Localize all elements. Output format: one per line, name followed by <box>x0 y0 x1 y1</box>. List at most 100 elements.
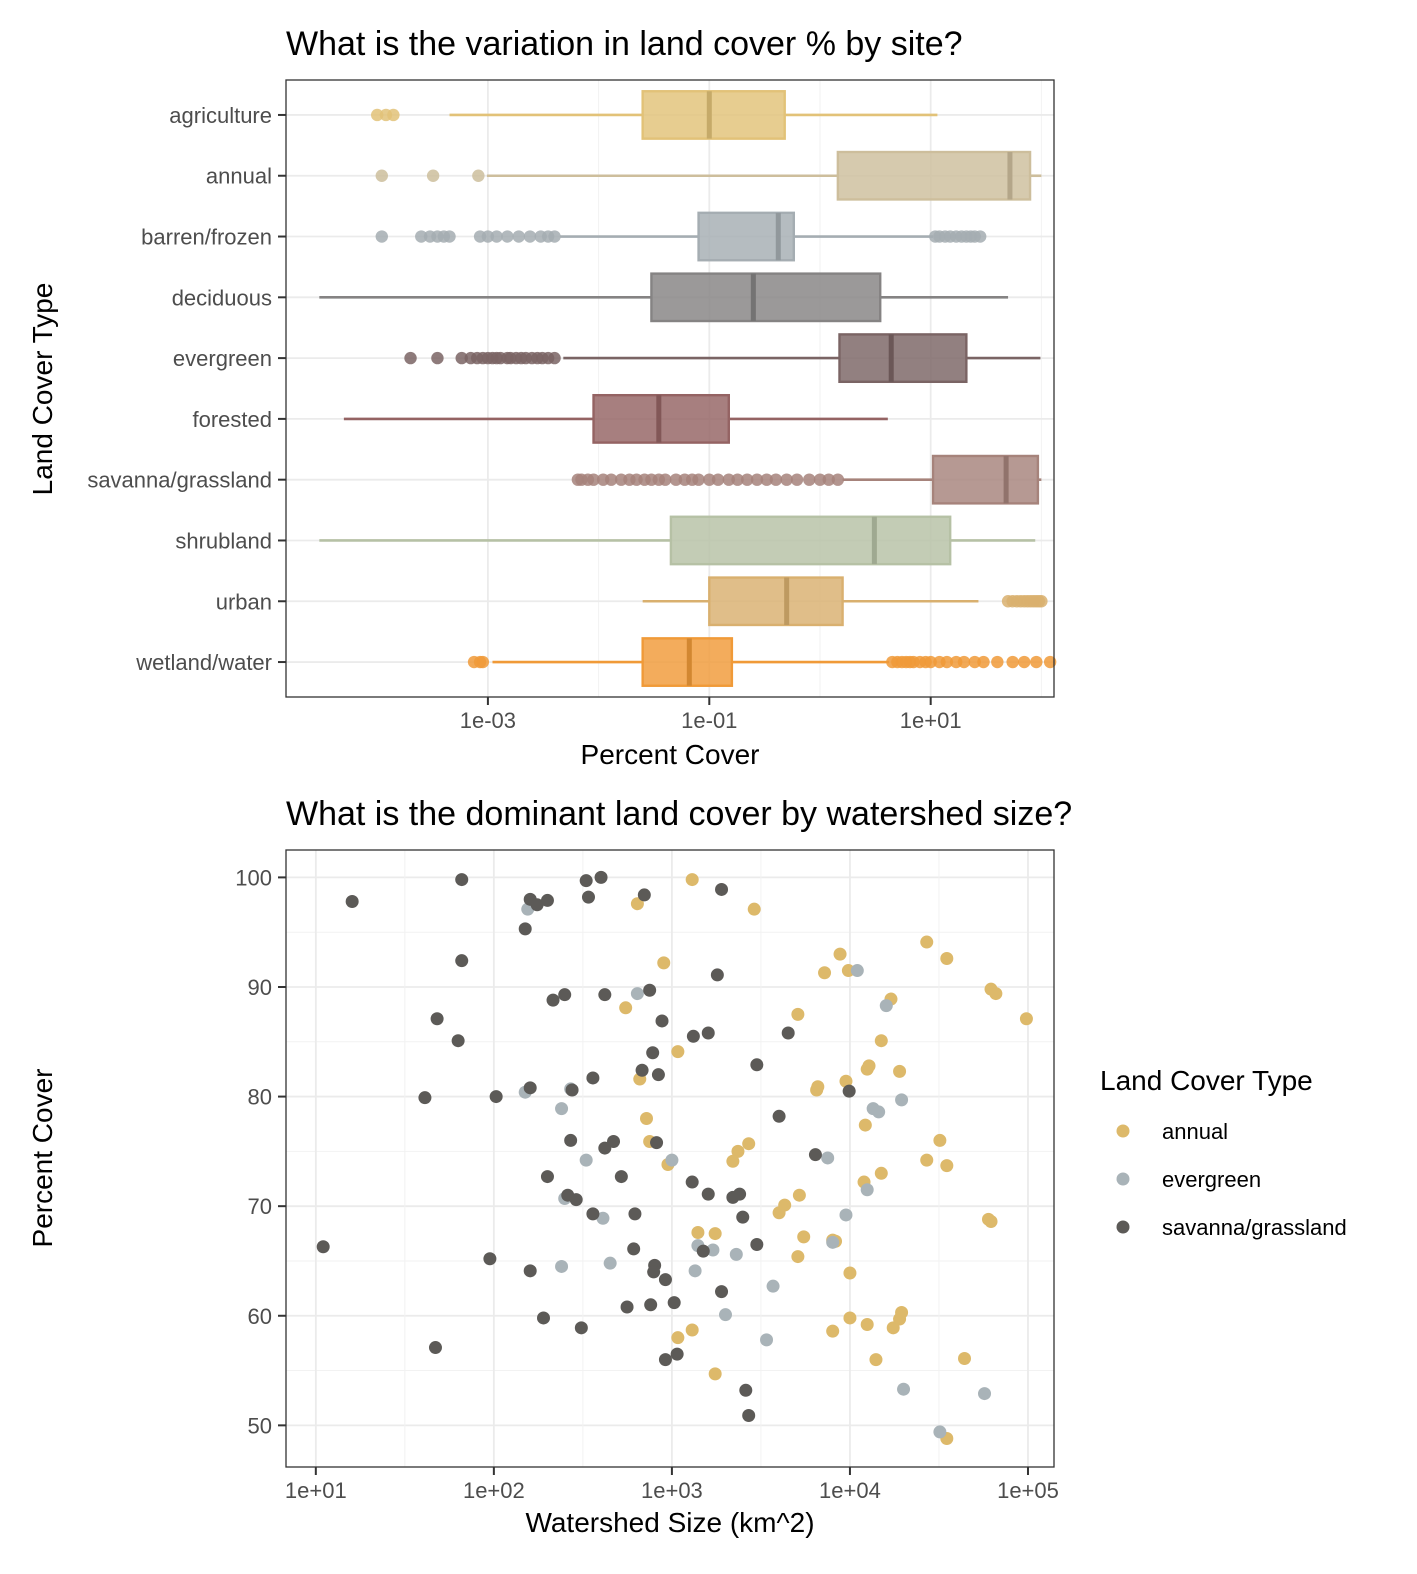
scatter-point <box>536 1311 550 1325</box>
scatter-point <box>430 1012 444 1026</box>
boxplot-x-tick-label: 1e-01 <box>681 708 737 733</box>
scatter-x-tick-label: 1e+05 <box>997 1478 1059 1503</box>
box-outlier <box>924 655 937 669</box>
legend-label: evergreen <box>1162 1167 1261 1192</box>
box-outlier <box>1043 655 1057 669</box>
box-outlier <box>703 473 716 486</box>
scatter-point <box>627 1242 641 1256</box>
scatter-point <box>833 947 847 961</box>
scatter-point <box>920 935 934 949</box>
scatter-point <box>483 1252 497 1266</box>
legend-item: savanna/grassland <box>1116 1215 1347 1240</box>
box-outlier <box>957 655 971 669</box>
scatter-point <box>685 1323 699 1337</box>
boxplot-y-tick-label: barren/frozen <box>141 225 272 250</box>
scatter-point <box>619 1001 633 1015</box>
box-outlier <box>431 351 444 365</box>
scatter-point <box>671 1331 685 1345</box>
scatter-point <box>821 1151 835 1165</box>
scatter-point <box>455 873 469 887</box>
boxplot-y-tick-label: deciduous <box>172 285 272 310</box>
box-body <box>650 272 882 323</box>
scatter-point <box>555 1102 569 1116</box>
scatter-point <box>750 1058 764 1072</box>
scatter-point <box>628 1207 642 1221</box>
boxplot-y-tick-label: urban <box>216 589 272 614</box>
legend: Land Cover Type annual evergreen savanna/g… <box>1100 1065 1347 1240</box>
box-outlier <box>750 473 764 486</box>
box-outlier <box>968 655 981 669</box>
scatter-point <box>701 1187 715 1201</box>
scatter-point <box>530 898 544 912</box>
box-outlier <box>1006 655 1019 669</box>
scatter-point <box>555 1259 569 1273</box>
scatter-y-tick-label: 80 <box>248 1085 272 1110</box>
scatter-point <box>586 1071 600 1085</box>
box-outlier <box>991 655 1004 669</box>
scatter-point <box>860 1318 874 1332</box>
scatter-point <box>760 1333 774 1347</box>
scatter-point <box>635 1063 649 1077</box>
scatter-point <box>739 1383 753 1397</box>
boxplot-x-tick-label: 1e+01 <box>900 708 962 733</box>
scatter-y-tick-label: 100 <box>235 865 272 890</box>
series-savanna-grassland <box>316 870 856 1422</box>
scatter-point <box>691 1225 705 1239</box>
scatter-point <box>596 1211 610 1225</box>
box-outlier <box>587 473 600 486</box>
boxplot-marks <box>319 90 1057 687</box>
scatter-point <box>630 897 644 911</box>
scatter-y-tick-label: 60 <box>248 1304 272 1329</box>
scatter-point <box>518 922 532 936</box>
scatter-point <box>726 1154 740 1168</box>
scatter-point <box>418 1091 432 1105</box>
scatter-point <box>874 1034 888 1048</box>
scatter-point <box>858 1118 872 1132</box>
box-urban <box>642 576 1048 627</box>
boxplot-chart: What is the variation in land cover % by… <box>27 25 1057 770</box>
scatter-point <box>650 1136 664 1150</box>
box-outlier <box>822 473 835 486</box>
scatter-point <box>685 1175 699 1189</box>
scatter-point <box>665 1153 679 1167</box>
scatter-title: What is the dominant land cover by water… <box>286 795 1072 833</box>
box-outlier <box>548 230 561 243</box>
boxplot-y-tick-label: savanna/grassland <box>87 468 272 493</box>
box-outlier <box>605 473 618 486</box>
scatter-axes: 50 60 70 80 90 100 1e+01 1e+02 1e+03 1e+04 1e+05 <box>235 865 1059 1503</box>
box-outlier <box>790 473 804 486</box>
scatter-point <box>644 1298 658 1312</box>
scatter-x-axis-title: Watershed Size (km^2) <box>525 1507 814 1538</box>
scatter-point <box>579 1153 593 1167</box>
box-outlier <box>375 230 388 243</box>
scatter-y-tick-label: 70 <box>248 1194 272 1219</box>
legend-key <box>1116 1220 1130 1234</box>
box-outlier <box>426 169 440 182</box>
scatter-point <box>747 902 761 916</box>
scatter-point <box>345 895 359 909</box>
legend-items: annual evergreen savanna/grassland <box>1116 1119 1347 1240</box>
scatter-point <box>579 874 593 888</box>
box-outlier <box>669 473 683 486</box>
box-outlier <box>741 473 754 486</box>
scatter-y-tick-label: 50 <box>248 1413 272 1438</box>
box-evergreen <box>404 333 1041 384</box>
legend-key <box>1116 1124 1130 1138</box>
scatter-point <box>455 954 469 968</box>
scatter-point <box>540 1170 554 1184</box>
box-outlier <box>371 108 384 122</box>
box-outlier <box>387 108 400 122</box>
box-outlier <box>523 230 537 243</box>
scatter-point <box>1019 1012 1033 1026</box>
scatter-point <box>598 988 612 1002</box>
scatter-point <box>540 893 554 907</box>
scatter-point <box>316 1240 330 1254</box>
scatter-point <box>772 1206 786 1220</box>
box-outlier <box>977 655 990 669</box>
scatter-point <box>933 1425 947 1439</box>
scatter-points <box>316 870 1033 1446</box>
scatter-point <box>850 964 864 978</box>
scatter-point <box>893 1064 907 1078</box>
legend-key <box>1116 1172 1130 1186</box>
scatter-point <box>715 882 729 896</box>
